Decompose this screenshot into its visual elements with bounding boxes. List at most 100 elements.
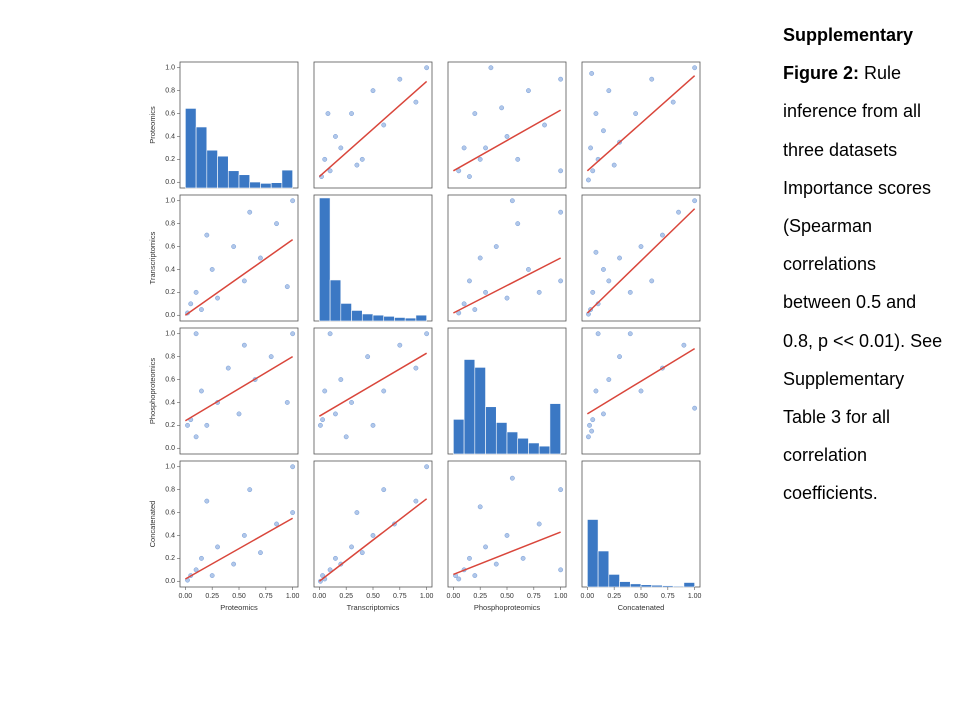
scatter-point [483, 145, 488, 151]
scatter-point [236, 411, 242, 417]
scatter-point [258, 550, 263, 556]
y-tick-label: 0.0 [165, 312, 175, 319]
y-tick-label: 0.6 [165, 110, 175, 117]
scatter-point [320, 417, 326, 423]
y-tick-label: 1.0 [165, 331, 175, 338]
panel-frame [581, 61, 701, 189]
scatter-point [241, 533, 247, 538]
fit-line [318, 352, 428, 417]
scatter-point [343, 434, 349, 440]
hist-bar [495, 422, 508, 455]
fit-line [318, 498, 428, 582]
scatter-point [461, 301, 467, 307]
scatter-point [472, 111, 478, 116]
x-tick-label: 0.50 [366, 593, 380, 600]
scatter-point [595, 331, 601, 337]
fit-line [453, 257, 561, 314]
x-tick-label: 0.25 [205, 593, 219, 600]
scatter-point [558, 168, 564, 174]
scatter-point [317, 422, 323, 428]
scatter-point [692, 198, 698, 204]
scatter-point [333, 555, 338, 561]
y-tick-label: 0.0 [165, 179, 175, 186]
scatter-point [483, 289, 488, 295]
x-axis-label: Proteomics [220, 603, 258, 612]
x-tick-label: 1.00 [286, 593, 300, 600]
scatter-point [397, 342, 403, 348]
hist-bar [227, 170, 240, 189]
scatter-point [185, 422, 190, 428]
scatter-point [558, 209, 564, 215]
y-tick-label: 0.2 [165, 422, 175, 429]
scatter-point [627, 331, 633, 337]
scatter-point [333, 134, 338, 139]
scatter-point [284, 284, 290, 290]
y-tick-label: 0.6 [165, 376, 175, 383]
x-tick-label: 1.00 [420, 593, 434, 600]
scatter-point [322, 156, 328, 162]
scatter-point [472, 573, 478, 578]
scatter-point [467, 174, 472, 179]
hist-bar [485, 406, 497, 455]
scatter-point [493, 244, 499, 249]
scatter-point [520, 555, 526, 561]
caption-bold: Supplementary Figure 2: [783, 25, 914, 84]
scatter-point [593, 111, 599, 116]
scatter-point [274, 221, 279, 227]
y-tick-label: 0.4 [165, 266, 175, 273]
x-tick-label: 0.25 [473, 593, 487, 600]
y-tick-label: 0.2 [165, 555, 175, 562]
scatter-point [638, 388, 644, 394]
hist-bar [506, 431, 519, 455]
scatter-point [327, 331, 333, 337]
scatter-point [349, 111, 354, 116]
scatter-point [397, 76, 403, 82]
scatter-point [381, 122, 387, 128]
scatter-point [467, 278, 472, 284]
scatter-point [225, 365, 231, 371]
hist-bar [195, 126, 208, 189]
scatter-point [585, 434, 591, 440]
y-tick-label: 0.0 [165, 578, 175, 585]
scatter-point [611, 162, 617, 168]
scatter-point [676, 209, 681, 215]
hist-bar [238, 174, 251, 189]
fit-line [586, 347, 696, 415]
y-tick-label: 0.0 [165, 445, 175, 452]
x-tick-label: 0.25 [339, 593, 353, 600]
scatter-point [526, 267, 531, 272]
scatter-point [370, 422, 376, 428]
y-tick-label: 0.4 [165, 532, 175, 539]
scatter-point [606, 377, 612, 382]
scatter-point [215, 544, 220, 550]
fit-line [184, 355, 294, 422]
hist-bar [404, 317, 417, 322]
hist-bar [517, 437, 529, 455]
x-tick-label: 1.00 [688, 593, 702, 600]
scatter-point [247, 209, 253, 215]
scatter-point [290, 510, 296, 515]
scatter-point [199, 388, 204, 394]
scatter-point [558, 487, 564, 493]
scatter-point [284, 400, 290, 405]
caption: Supplementary Figure 2: Rule inference f… [783, 16, 948, 513]
hist-bar [270, 182, 283, 189]
panel-frame [313, 61, 433, 189]
scatter-point [424, 464, 430, 470]
scatter-point [504, 533, 510, 538]
y-tick-label: 0.8 [165, 87, 175, 94]
hist-bar [206, 149, 218, 189]
scatter-point [424, 331, 430, 337]
scatter-point [424, 65, 430, 71]
scatter-point [472, 307, 478, 312]
scatter-point [617, 354, 622, 360]
x-axis-label: Phosphoproteomics [474, 603, 541, 612]
scatter-point [241, 342, 247, 348]
hist-bar [683, 582, 695, 588]
hist-bar [361, 313, 374, 322]
panel-frame [581, 194, 701, 322]
scatter-point [215, 295, 220, 301]
scatter-point [558, 278, 564, 284]
fit-line [453, 531, 561, 576]
x-tick-label: 0.50 [634, 593, 648, 600]
